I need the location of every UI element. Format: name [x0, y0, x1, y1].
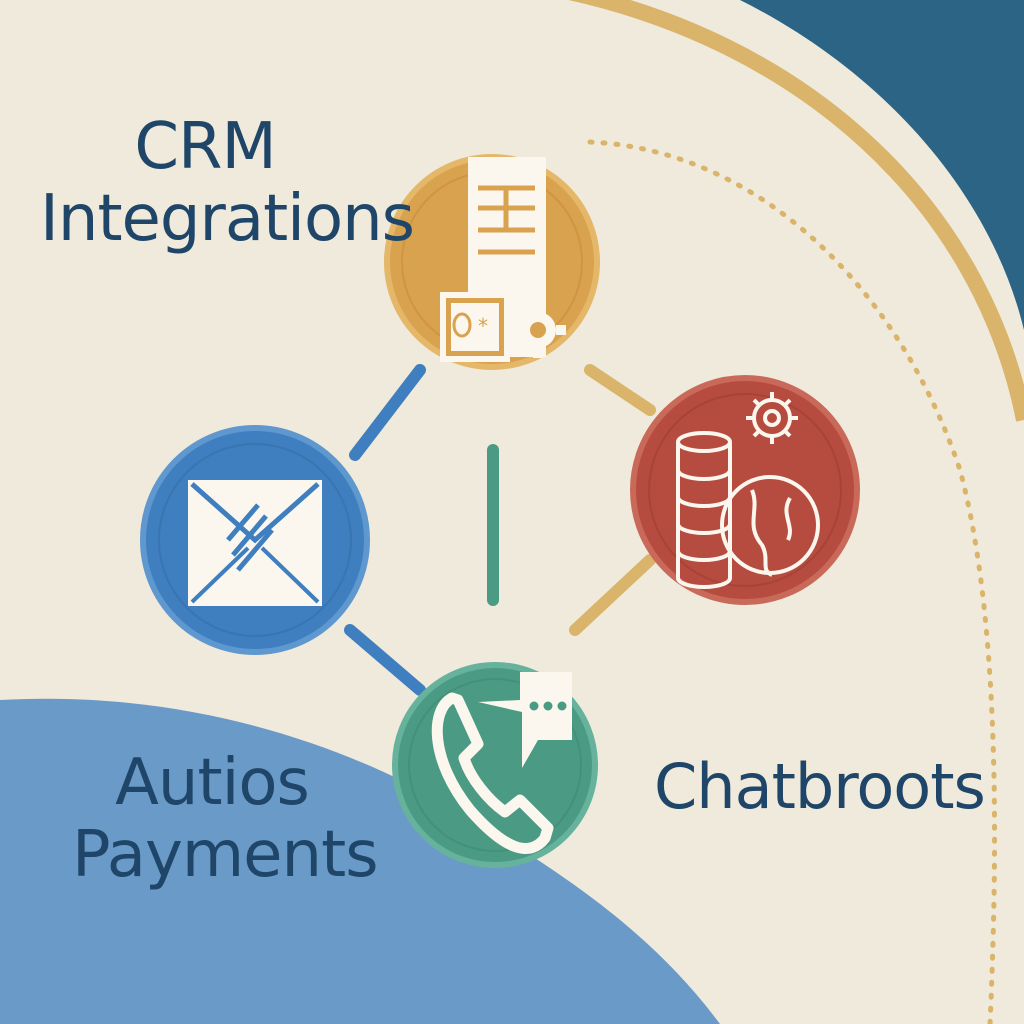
phone-chat-icon — [431, 672, 572, 854]
chatbots-label-text: Chatbroots — [654, 750, 986, 823]
payments-label-line2: Payments — [72, 817, 379, 892]
dotted-arc — [587, 139, 998, 1024]
envelope-icon — [188, 480, 322, 606]
connectors — [344, 364, 656, 696]
crm-label-line2: Integrations — [40, 181, 415, 256]
chatbots-label: Chatbroots — [654, 750, 986, 823]
gold-arc — [567, 0, 1024, 422]
node-crm: * — [384, 154, 600, 370]
database-globe-gear-icon — [676, 392, 820, 589]
payments-label-line1: Autios — [115, 746, 310, 820]
node-data — [630, 375, 860, 605]
svg-text:*: * — [478, 314, 488, 338]
crm-integrations-label: CRM Integrations — [40, 110, 415, 256]
navy-corner-shape — [740, 0, 1024, 330]
node-chat — [392, 662, 598, 868]
crm-label-line1: CRM — [134, 110, 276, 184]
node-email — [140, 425, 370, 655]
payments-label: Autios Payments — [72, 746, 379, 892]
blue-wave — [0, 698, 720, 1024]
document-money-gear-icon: * — [440, 157, 566, 362]
